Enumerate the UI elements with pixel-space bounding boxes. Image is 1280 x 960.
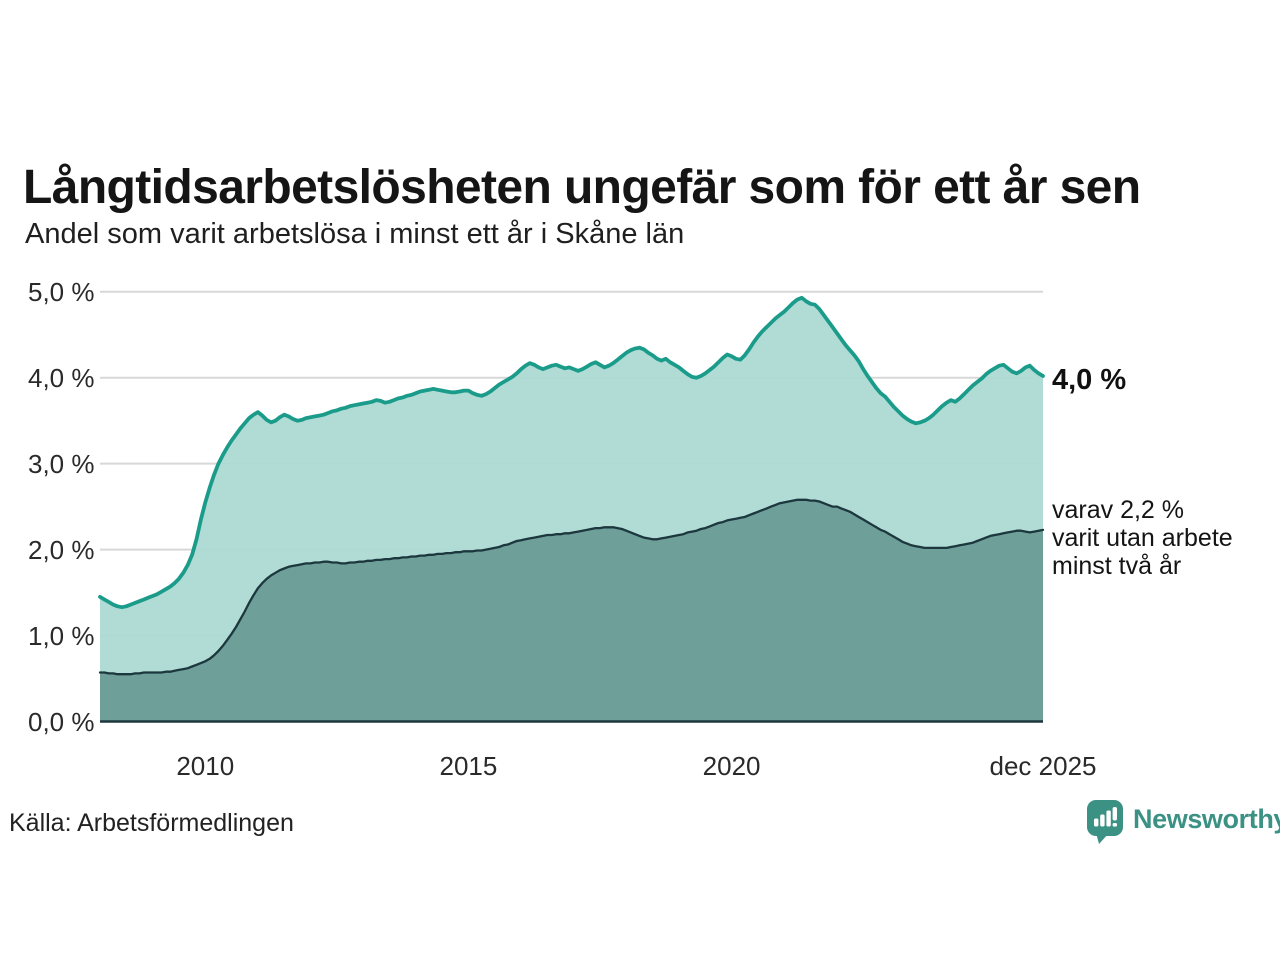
- y-axis-tick-label: 5,0 %: [28, 276, 95, 307]
- newsworthy-logo-text: Newsworthy: [1133, 804, 1280, 834]
- series-annotation: varav 2,2 % varit utan arbete minst två …: [1052, 496, 1233, 580]
- y-axis-tick-label: 1,0 %: [28, 620, 95, 651]
- line-one-year: [98, 295, 1045, 610]
- page-subtitle: Andel som varit arbetslösa i minst ett å…: [25, 218, 685, 250]
- end-value-label: 4,0 %: [1052, 364, 1127, 396]
- area-fill-1: [100, 499, 1043, 722]
- y-axis-tick-label: 0,0 %: [28, 706, 95, 737]
- bar-chart-speech-bubble-icon: [1087, 800, 1123, 844]
- annotation-line: minst två år: [1052, 552, 1182, 580]
- y-axis-tick-label: 2,0 %: [28, 534, 95, 565]
- source-label: Källa: Arbetsförmedlingen: [9, 809, 294, 837]
- annotation-line: varit utan arbete: [1052, 524, 1233, 552]
- x-axis-tick-label: 2010: [176, 751, 235, 781]
- y-axis-tick-label: 3,0 %: [28, 448, 95, 479]
- page-title: Långtidsarbetslösheten ungefär som för e…: [23, 161, 1141, 215]
- newsworthy-logo: Newsworthy: [1086, 799, 1280, 845]
- annotation-line: varav 2,2 %: [1052, 496, 1185, 524]
- x-axis-tick-label: 2015: [439, 751, 498, 781]
- y-axis-tick-label: 4,0 %: [28, 362, 95, 393]
- x-axis-tick-label: 2020: [702, 751, 761, 781]
- line-two-years: [98, 498, 1045, 676]
- x-axis-tick-label: dec 2025: [989, 751, 1097, 781]
